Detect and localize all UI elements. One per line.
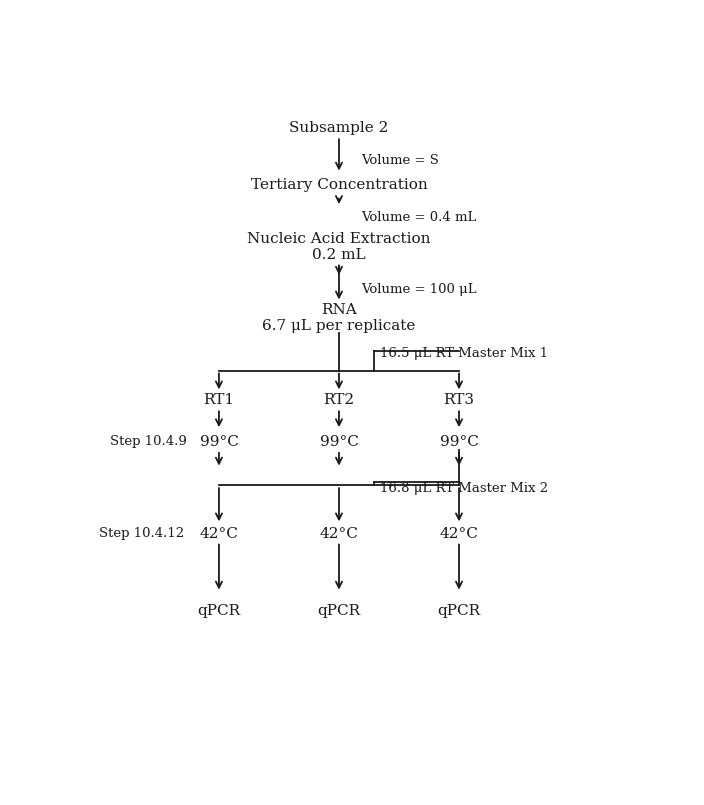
Text: 99°C: 99°C [320, 435, 358, 449]
Text: Step 10.4.9: Step 10.4.9 [110, 436, 187, 448]
Text: 16.5 μL RT Master Mix 1: 16.5 μL RT Master Mix 1 [380, 347, 548, 360]
Text: 42°C: 42°C [320, 526, 358, 541]
Text: RNA
6.7 μL per replicate: RNA 6.7 μL per replicate [263, 303, 415, 333]
Text: Subsample 2: Subsample 2 [289, 121, 389, 134]
Text: 99°C: 99°C [439, 435, 479, 449]
Text: Volume = 100 μL: Volume = 100 μL [361, 283, 477, 296]
Text: Nucleic Acid Extraction
0.2 mL: Nucleic Acid Extraction 0.2 mL [247, 232, 431, 262]
Text: RT3: RT3 [444, 394, 474, 407]
Text: Volume = 0.4 mL: Volume = 0.4 mL [361, 211, 476, 224]
Text: 42°C: 42°C [199, 526, 239, 541]
Text: 16.8 μL RT Master Mix 2: 16.8 μL RT Master Mix 2 [380, 482, 548, 495]
Text: Tertiary Concentration: Tertiary Concentration [251, 178, 427, 192]
Text: qPCR: qPCR [437, 604, 481, 618]
Text: 42°C: 42°C [439, 526, 479, 541]
Text: Step 10.4.12: Step 10.4.12 [99, 527, 184, 540]
Text: qPCR: qPCR [197, 604, 241, 618]
Text: RT2: RT2 [323, 394, 355, 407]
Text: qPCR: qPCR [318, 604, 360, 618]
Text: RT1: RT1 [203, 394, 234, 407]
Text: 99°C: 99°C [199, 435, 239, 449]
Text: Volume = S: Volume = S [361, 154, 439, 167]
